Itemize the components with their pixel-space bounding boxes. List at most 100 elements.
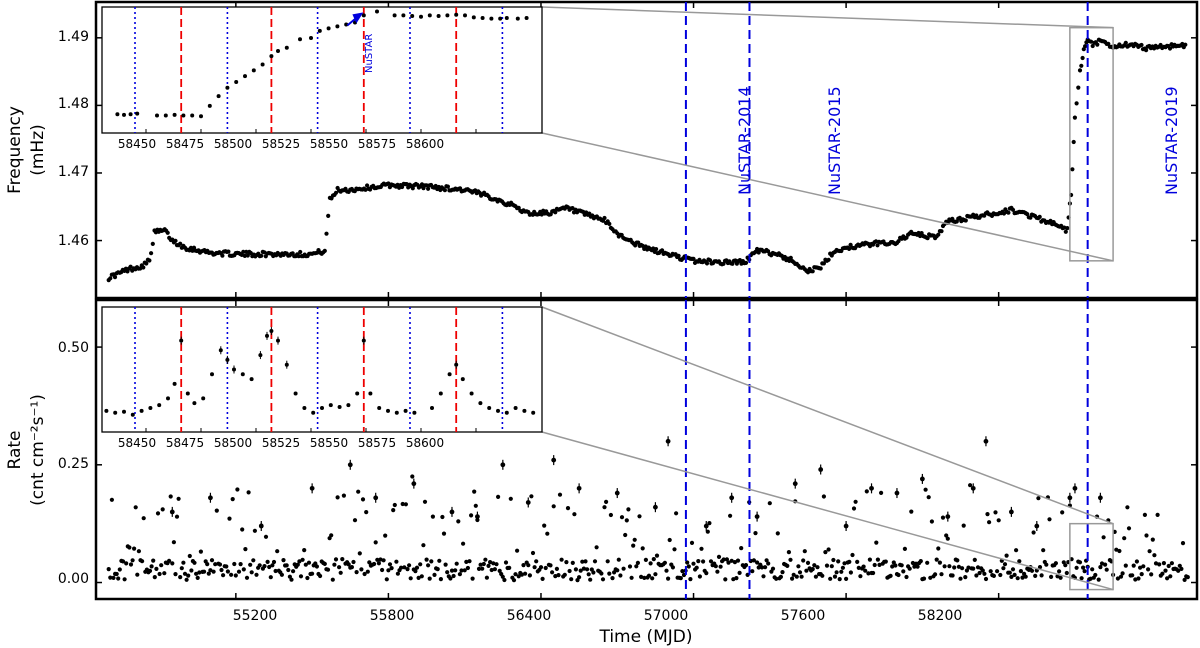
frequency-inset-data-point — [515, 16, 520, 21]
frequency-inset-data-point — [234, 79, 239, 84]
rate-data-point — [486, 563, 491, 569]
rate-data-point — [1058, 575, 1063, 580]
rate-data-point — [548, 563, 553, 568]
rate-data-point — [346, 562, 351, 567]
frequency-y-axis-label: Frequency — [5, 106, 25, 194]
frequency-zoom-connector-top — [541, 6, 1114, 29]
rate-data-point — [360, 497, 366, 502]
frequency-inset-xtick-58550: 58550 — [310, 137, 348, 151]
nustar-2019-label: NuSTAR-2019 — [1162, 86, 1181, 195]
rate-data-point — [987, 520, 992, 525]
rate-inset: 58450 58475 58500 58525 58550 58575 5860… — [101, 306, 543, 450]
rate-data-point — [236, 569, 242, 574]
rate-data-point — [305, 575, 310, 581]
rate-data-point — [753, 531, 758, 536]
rate-data-point — [1182, 577, 1187, 583]
rate-data-point — [500, 574, 505, 579]
rate-data-point — [650, 576, 655, 581]
rate-data-point — [318, 573, 323, 579]
rate-data-point — [686, 564, 691, 569]
rate-data-point — [1168, 574, 1173, 579]
rate-data-point — [263, 534, 269, 539]
rate-data-points — [106, 436, 1190, 583]
frequency-inset-data-point — [436, 14, 441, 19]
rate-data-point — [928, 575, 933, 580]
rate-data-point — [1157, 562, 1162, 567]
rate-data-point — [553, 574, 558, 579]
frequency-data-point — [445, 184, 450, 189]
rate-peak-point — [500, 462, 506, 468]
rate-data-point — [1017, 559, 1022, 564]
rate-data-point — [654, 553, 660, 558]
rate-data-point — [936, 546, 941, 551]
rate-data-point — [586, 572, 591, 577]
rate-data-point — [209, 558, 215, 563]
rate-data-point — [249, 570, 254, 575]
rate-data-point — [130, 558, 135, 563]
frequency-data-point — [788, 255, 793, 260]
rate-data-point — [1120, 571, 1125, 576]
frequency-data-point — [1076, 85, 1081, 90]
rate-data-point — [523, 571, 528, 576]
rate-data-point — [494, 562, 499, 567]
rate-data-point — [829, 564, 834, 569]
rate-data-point — [664, 568, 669, 573]
nustar-2014-label: NuSTAR-2014 — [735, 86, 754, 195]
rate-data-point — [968, 483, 973, 488]
rate-data-point — [422, 499, 428, 504]
rate-data-point — [729, 558, 734, 563]
rate-data-point — [874, 540, 879, 545]
rate-data-point — [632, 537, 637, 542]
rate-peak-point — [576, 485, 582, 491]
rate-data-point — [972, 557, 977, 563]
rate-data-point — [147, 568, 153, 574]
frequency-data-point — [1063, 229, 1068, 234]
rate-data-point — [607, 571, 612, 576]
rate-data-point — [373, 540, 378, 545]
rate-data-point — [1130, 573, 1135, 578]
rate-data-point — [581, 566, 587, 571]
rate-data-point — [160, 507, 165, 512]
rate-data-point — [257, 563, 262, 568]
rate-data-point — [991, 573, 997, 579]
rate-data-point — [214, 508, 219, 513]
rate-data-point — [1179, 566, 1184, 572]
rate-data-point — [224, 564, 229, 569]
rate-data-point — [1093, 572, 1098, 578]
rate-data-point — [120, 559, 126, 564]
rate-data-point — [481, 561, 486, 567]
rate-data-point — [407, 563, 412, 568]
frequency-data-point — [149, 251, 154, 256]
frequency-nustar-lines — [684, 2, 1089, 298]
rate-data-point — [195, 575, 200, 581]
rate-data-point — [430, 514, 435, 519]
rate-data-point — [689, 540, 695, 546]
rate-data-point — [735, 558, 741, 563]
rate-data-point — [856, 565, 861, 571]
rate-data-point — [244, 575, 250, 580]
frequency-inset-data-point — [401, 13, 406, 18]
frequency-data-point — [1010, 207, 1016, 212]
rate-data-point — [516, 574, 521, 579]
rate-data-point — [858, 574, 863, 579]
rate-data-point — [1033, 573, 1038, 579]
rate-peak-point — [729, 495, 735, 501]
rate-data-point — [791, 572, 796, 577]
frequency-data-point — [704, 261, 710, 266]
rate-data-point — [178, 575, 183, 580]
nustar-2015-label: NuSTAR-2015 — [825, 86, 844, 195]
rate-data-point — [476, 566, 482, 572]
rate-data-point — [375, 557, 380, 562]
frequency-inset-data-point — [276, 48, 280, 53]
rate-data-point — [402, 565, 407, 570]
rate-peak-point — [373, 495, 379, 501]
x-tick-label-57600: 57600 — [781, 608, 826, 624]
rate-data-point — [1101, 535, 1106, 540]
rate-data-point — [616, 557, 621, 562]
rate-data-point — [824, 563, 830, 568]
rate-inset-data-point — [487, 405, 492, 410]
rate-data-point — [602, 505, 607, 510]
rate-data-point — [707, 521, 712, 526]
rate-data-point — [850, 552, 855, 558]
